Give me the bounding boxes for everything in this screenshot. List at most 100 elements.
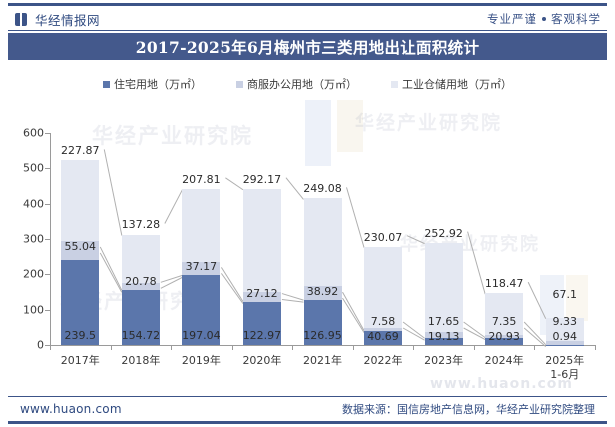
bar-segment[interactable] [121,283,160,291]
slogan-left: 专业严谨 [487,12,537,26]
legend-item[interactable]: 住宅用地（万㎡） [103,76,202,92]
bar-value-label-residential: 0.94 [552,330,577,343]
x-axis-tick-mark [171,345,173,350]
y-axis-tick-mark [45,133,50,134]
y-axis-tick-mark [45,168,50,170]
bar-value-label-industrial: 118.47 [484,277,524,291]
footer-source: 数据来源：国信房地产信息网，华经产业研究院整理 [342,403,595,416]
page-footer: www.huaon.com 数据来源：国信房地产信息网，华经产业研究院整理 [0,397,615,421]
bar-group[interactable] [182,133,221,345]
x-axis-tick-mark [110,345,112,350]
bar-segment[interactable] [242,301,281,345]
top-accent-rule [8,3,607,6]
bar-value-label-commercial: 17.65 [427,315,460,328]
bar-segment[interactable] [61,240,100,261]
x-axis-tick-mark [50,345,51,350]
legend-item[interactable]: 商服办公用地（万㎡） [236,76,357,92]
bar-group[interactable] [545,133,584,345]
bar-segment[interactable] [424,242,463,333]
y-axis-tick-mark [45,345,50,346]
x-axis-label: 2023年 [409,354,479,368]
bar-value-label-residential: 122.97 [242,329,282,342]
legend-label: 住宅用地（万㎡） [114,78,202,91]
y-axis-tick-label: 500 [23,161,44,175]
bar-segment[interactable] [242,188,281,292]
x-axis-label-main: 2024年 [484,354,524,367]
x-axis-tick-mark [595,345,596,350]
x-axis-label-main: 2022年 [363,354,403,367]
x-axis-label: 2024年 [469,354,539,368]
bar-value-label-residential: 19.13 [427,330,460,343]
bar-segment[interactable] [364,246,403,328]
bar-segment[interactable] [182,188,221,263]
bar-group[interactable] [364,133,403,345]
x-axis-tick-mark [473,345,475,350]
title-band: 2017-2025年6月梅州市三类用地出让面积统计 [8,33,607,60]
x-axis-label-sub: 1-6月 [550,368,580,381]
bar-group[interactable] [485,133,524,345]
bar-segment[interactable] [485,335,524,338]
bar-value-label-residential: 20.93 [488,330,520,343]
footer-site-url[interactable]: www.huaon.com [20,402,122,416]
x-axis-label-main: 2025年 [545,354,585,367]
x-axis-label: 2018年 [106,354,176,368]
x-axis-labels: 2017年 2018年 2019年 2020年 2021年 2022年 2023年 2024年… [50,350,596,386]
y-axis-line [50,133,51,346]
bar-segment[interactable] [424,338,463,345]
bar-segment[interactable] [364,330,403,345]
bar-value-label-industrial: 249.08 [303,182,342,196]
x-axis-label-main: 2021年 [303,354,342,367]
legend-label: 商服办公用地（万㎡） [247,78,357,91]
x-axis-label: 2025年 1-6月 [530,354,600,382]
watermark-block-d [566,275,588,321]
bar-segment[interactable] [182,262,221,276]
bar-segment[interactable] [364,327,403,331]
bar-group[interactable] [121,133,160,345]
bar-value-label-commercial: 38.92 [306,285,339,299]
bar-segment[interactable] [121,234,160,283]
legend-item[interactable]: 工业仓储用地（万㎡） [391,76,512,92]
bottom-accent-rule [8,421,607,424]
bar-segment[interactable] [61,260,100,345]
x-axis-label: 2020年 [227,354,297,368]
bar-value-label-residential: 239.5 [64,329,97,342]
bar-segment[interactable] [303,286,342,301]
bar-group[interactable] [424,133,463,345]
bar-segment[interactable] [303,300,342,345]
x-axis-label: 2017年 [45,354,115,368]
book-logo-icon [14,12,29,27]
y-axis-tick-mark [45,203,50,205]
watermark-block-a [305,100,331,166]
y-axis-tick-label: 0 [37,338,44,352]
y-axis-tick-label: 400 [23,197,44,211]
legend-label: 工业仓储用地（万㎡） [402,78,512,91]
bar-segment[interactable] [545,341,584,345]
slogan: 专业严谨 客观科学 [487,11,601,27]
brand: 华经情报网 [14,10,100,29]
x-axis-label: 2022年 [348,354,418,368]
bar-value-label-residential: 40.69 [367,330,399,343]
x-axis-label-main: 2018年 [121,354,161,367]
bar-group[interactable] [303,133,342,345]
bar-value-label-industrial: 252.92 [424,226,463,240]
bar-group[interactable] [61,133,100,345]
bar-segment[interactable] [242,291,281,302]
bar-value-label-industrial: 292.17 [242,172,282,186]
bar-segment[interactable] [424,332,463,339]
bar-segment[interactable] [485,337,524,345]
bar-segment[interactable] [485,293,524,336]
bar-segment[interactable] [545,317,584,342]
bullet-dot-icon [542,17,546,21]
legend-swatch-icon [391,80,398,88]
bar-group[interactable] [242,133,281,345]
bar-value-label-residential: 197.04 [182,329,221,342]
bar-segment[interactable] [121,290,160,345]
bar-segment[interactable] [61,160,100,241]
x-axis-label: 2019年 [166,354,236,368]
x-axis-tick-mark [292,345,294,350]
bar-segment[interactable] [303,198,342,287]
bar-segment[interactable] [182,275,221,345]
page-title: 2017-2025年6月梅州市三类用地出让面积统计 [135,37,480,57]
brand-name: 华经情报网 [35,12,101,28]
